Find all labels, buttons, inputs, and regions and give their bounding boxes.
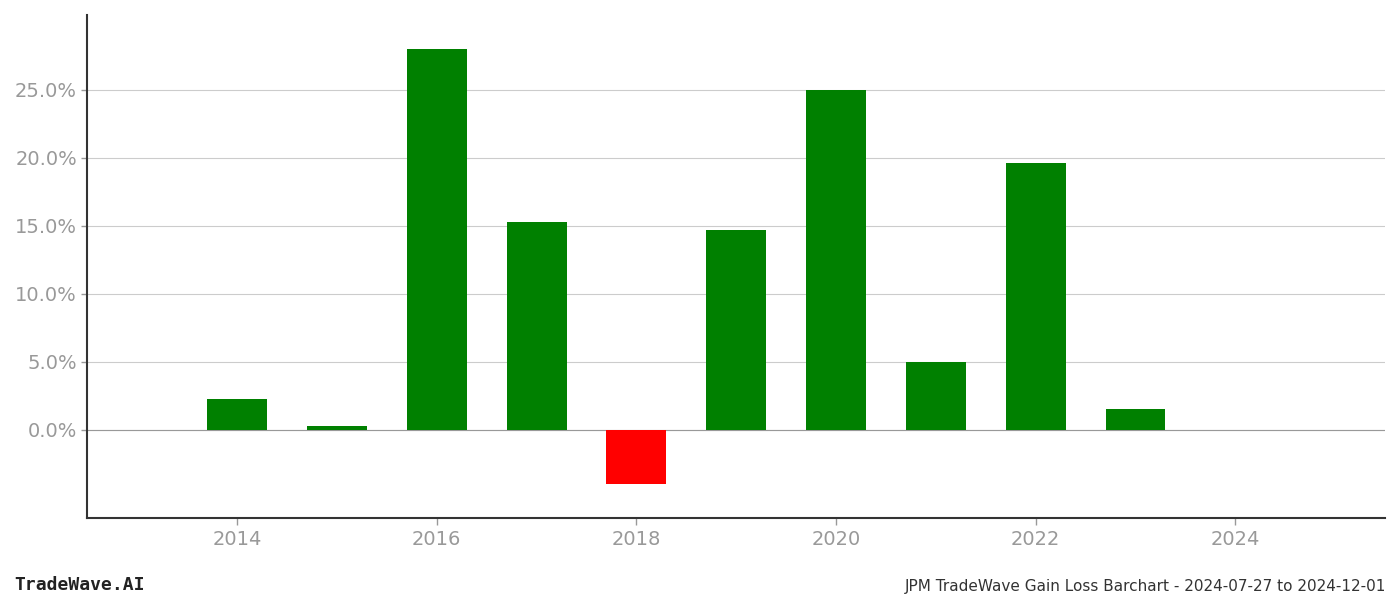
Bar <box>606 430 666 484</box>
Bar <box>906 362 966 430</box>
Bar <box>307 426 367 430</box>
Bar <box>706 230 766 430</box>
Bar <box>507 222 567 430</box>
Bar <box>1005 163 1065 430</box>
Bar <box>806 90 867 430</box>
Text: JPM TradeWave Gain Loss Barchart - 2024-07-27 to 2024-12-01: JPM TradeWave Gain Loss Barchart - 2024-… <box>904 579 1386 594</box>
Bar <box>407 49 466 430</box>
Bar <box>1106 409 1165 430</box>
Text: TradeWave.AI: TradeWave.AI <box>14 576 144 594</box>
Bar <box>207 398 267 430</box>
